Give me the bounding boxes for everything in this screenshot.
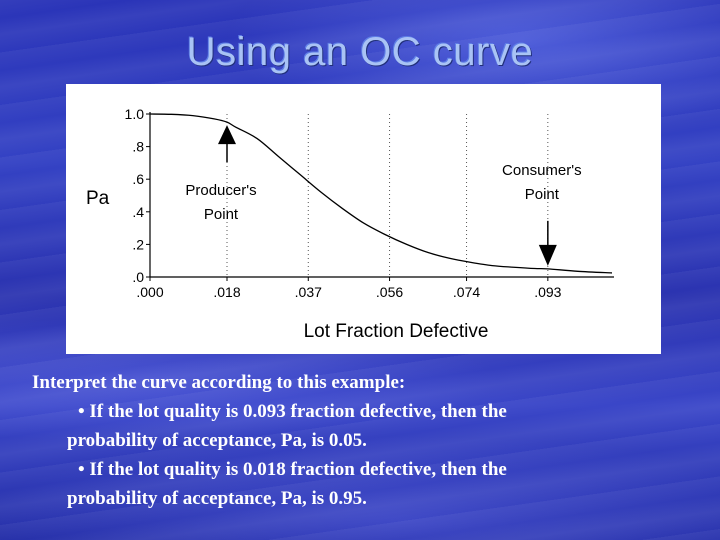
y-tick-label-5: .0	[132, 269, 144, 285]
y-tick-label-0: 1.0	[125, 106, 145, 122]
producers-point-label-line-0: Producer's	[185, 182, 256, 199]
x-tick-label-0: .000	[136, 284, 163, 300]
consumers-point-label-line-0: Consumer's	[502, 162, 582, 179]
y-axis-label: Pa	[86, 188, 110, 209]
chart-axes: 1.0 .8 .6 .4 .2 .0.000 .018 .037 .056 .074 .093	[125, 106, 614, 300]
x-tick-label-4: .074	[453, 284, 480, 300]
intro-line: Interpret the curve according to this ex…	[32, 372, 406, 393]
slide-title: Using an OC curve	[186, 30, 534, 74]
y-tick-label-3: .4	[132, 204, 144, 220]
producers-point-arrow-head	[218, 125, 236, 145]
chart-svg: 1.0 .8 .6 .4 .2 .0.000 .018 .037 .056 .074 .093 Pr…	[86, 106, 614, 342]
bullet-2-line-2: probability of acceptance, Pa, is 0.95.	[67, 488, 367, 509]
x-tick-label-3: .056	[376, 284, 403, 300]
interpretation-text: Interpret the curve according to this ex…	[32, 368, 692, 513]
bullet-1-line-1: • If the lot quality is 0.093 fraction d…	[78, 401, 507, 422]
y-tick-label-4: .2	[132, 236, 144, 252]
oc-curve-chart: 1.0 .8 .6 .4 .2 .0.000 .018 .037 .056 .074 .093 Pr…	[66, 84, 661, 354]
y-tick-label-2: .6	[132, 171, 144, 187]
consumers-point-label-line-1: Point	[525, 186, 560, 203]
x-axis-label: Lot Fraction Defective	[304, 321, 489, 342]
chart-grid	[226, 114, 549, 277]
chart-curve-layer	[149, 113, 613, 274]
y-tick-label-1: .8	[132, 139, 144, 155]
chart-annotations: Producer's Point Consumer's Point	[185, 125, 582, 266]
bullet-1-line-2: probability of acceptance, Pa, is 0.05.	[67, 430, 367, 451]
bullet-2-line-1: • If the lot quality is 0.018 fraction d…	[78, 459, 507, 480]
x-tick-label-2: .037	[295, 284, 322, 300]
x-tick-label-1: .018	[213, 284, 240, 300]
consumers-point-arrow-head	[538, 244, 557, 266]
producers-point-label-line-1: Point	[204, 206, 239, 223]
x-tick-label-5: .093	[534, 284, 561, 300]
oc-curve-line-0	[149, 113, 613, 274]
